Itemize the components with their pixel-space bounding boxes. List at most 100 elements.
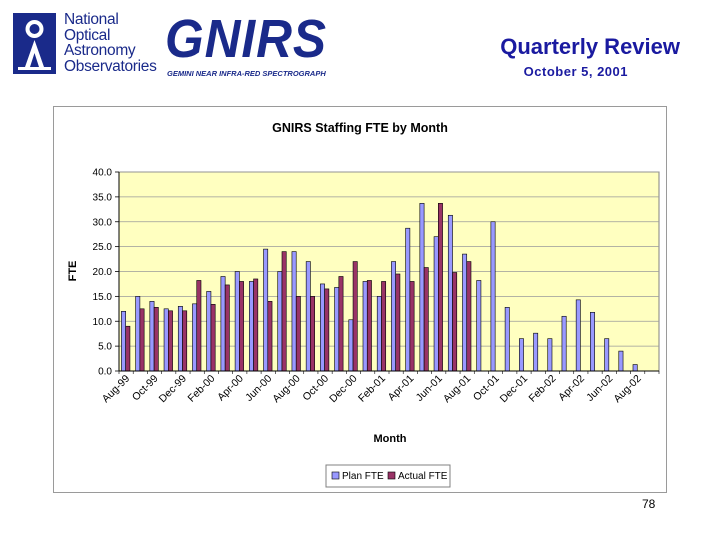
actual-fte-bar <box>281 251 287 372</box>
actual-fte-bar <box>310 296 315 372</box>
plan-fte-bar <box>220 276 226 372</box>
gnirs-logo: GNIRS GEMINI NEAR INFRA-RED SPECTROGRAPH <box>165 12 345 82</box>
plan-fte-bar <box>348 319 354 372</box>
plan-fte-bar <box>632 364 638 372</box>
chart-legend: Plan FTE Actual FTE <box>325 464 451 488</box>
actual-fte-bar <box>438 203 443 372</box>
actual-fte-bar <box>139 308 145 372</box>
plan-fte-bar <box>604 338 610 372</box>
plan-fte-bar <box>135 296 141 372</box>
x-tick-label: Apr-02 <box>556 373 587 404</box>
plan-fte-bar <box>192 303 198 372</box>
plan-fte-bar <box>433 236 439 372</box>
x-tick-label: Jun-00 <box>243 373 274 404</box>
actual-fte-bar <box>153 307 159 372</box>
actual-fte-bar <box>125 325 131 372</box>
actual-fte-bar <box>409 281 415 372</box>
y-tick-label: 25.0 <box>93 242 113 253</box>
x-tick-label: Feb-00 <box>185 373 217 405</box>
x-tick-label: Oct-01 <box>471 373 502 404</box>
page-date: October 5, 2001 <box>523 64 628 79</box>
plan-fte-bar <box>519 338 524 372</box>
plan-fte-bar <box>590 311 595 372</box>
actual-fte-bar <box>253 278 259 372</box>
actual-fte-bar <box>210 304 216 372</box>
y-tick-label: 10.0 <box>93 317 113 328</box>
legend-label-plan: Plan FTE <box>342 471 384 482</box>
y-tick-label: 40.0 <box>93 168 113 179</box>
actual-fte-bar <box>338 276 344 372</box>
plot-area: 0.05.010.015.020.025.030.035.040.0Aug-99… <box>93 168 660 406</box>
plan-fte-bar <box>206 291 212 372</box>
plan-fte-bar <box>490 221 496 372</box>
actual-fte-bar <box>168 310 173 372</box>
legend-swatch-actual <box>387 471 396 480</box>
chart-frame: GNIRS Staffing FTE by Month FTE Month 0.… <box>53 106 667 493</box>
noao-line-2: Optical <box>64 26 111 44</box>
plan-fte-bar <box>163 308 169 372</box>
actual-fte-bar <box>295 296 301 372</box>
actual-fte-bar <box>395 273 401 372</box>
y-tick-label: 20.0 <box>93 267 113 278</box>
y-tick-label: 30.0 <box>93 217 113 228</box>
plan-fte-bar <box>362 281 368 372</box>
y-tick-label: 15.0 <box>93 292 113 303</box>
x-tick-label: Oct-99 <box>130 373 161 404</box>
y-axis-label: FTE <box>67 261 79 282</box>
x-tick-label: Apr-00 <box>215 373 246 404</box>
staffing-fte-chart: GNIRS Staffing FTE by Month FTE Month 0.… <box>67 121 660 488</box>
actual-fte-bar <box>423 267 429 372</box>
plan-fte-bar <box>533 332 539 372</box>
plan-fte-bar <box>504 307 510 372</box>
noao-line-4: Observatories <box>64 57 157 75</box>
plan-fte-bar <box>462 253 468 372</box>
chart-title: GNIRS Staffing FTE by Month <box>272 121 448 135</box>
plan-fte-bar <box>447 214 453 372</box>
plan-fte-bar <box>149 301 155 372</box>
actual-fte-bar <box>366 280 372 372</box>
legend-label-actual: Actual FTE <box>398 471 448 482</box>
x-tick-label: Dec-01 <box>498 373 531 406</box>
x-tick-label: Aug-00 <box>270 373 303 406</box>
plan-fte-bar <box>234 271 240 372</box>
actual-fte-bar <box>452 272 458 372</box>
actual-fte-bar <box>239 281 244 372</box>
plan-fte-bar <box>391 261 396 372</box>
plan-fte-bar <box>121 311 126 372</box>
x-tick-label: Apr-01 <box>386 373 417 404</box>
plan-fte-bar <box>305 261 311 372</box>
noao-logo-icon <box>13 13 56 74</box>
gnirs-wordmark: GNIRS <box>165 9 327 69</box>
x-tick-label: Jun-02 <box>584 373 615 404</box>
plan-fte-bar <box>334 287 340 372</box>
y-tick-label: 35.0 <box>93 192 113 203</box>
x-tick-label: Dec-00 <box>327 373 360 406</box>
plan-fte-bar <box>263 248 269 372</box>
plan-fte-bar <box>618 350 624 372</box>
actual-fte-bar <box>381 281 387 372</box>
plan-fte-bar <box>376 296 382 372</box>
legend-swatch-plan <box>331 471 340 480</box>
plan-fte-bar <box>476 280 482 372</box>
plan-fte-bar <box>277 271 283 372</box>
y-tick-label: 0.0 <box>98 367 112 378</box>
plan-fte-bar <box>575 299 581 372</box>
noao-line-3: Astronomy <box>64 42 136 59</box>
x-tick-label: Dec-99 <box>157 373 190 406</box>
actual-fte-bar <box>224 284 230 372</box>
x-tick-label: Aug-01 <box>441 373 474 406</box>
actual-fte-bar <box>324 288 330 372</box>
actual-fte-bar <box>196 280 202 372</box>
x-tick-label: Oct-00 <box>300 373 331 404</box>
noao-line-1: National <box>64 11 119 28</box>
page-number: 78 <box>642 497 656 511</box>
plan-fte-bar <box>320 283 325 372</box>
actual-fte-bar <box>466 261 472 372</box>
actual-fte-bar <box>267 301 273 372</box>
plan-fte-bar <box>291 251 297 372</box>
gnirs-subtitle: GEMINI NEAR INFRA-RED SPECTROGRAPH <box>167 69 326 78</box>
plan-fte-bar <box>419 203 425 372</box>
plan-fte-bar <box>249 281 254 372</box>
actual-fte-bar <box>352 261 358 372</box>
plan-fte-bar <box>561 315 567 372</box>
